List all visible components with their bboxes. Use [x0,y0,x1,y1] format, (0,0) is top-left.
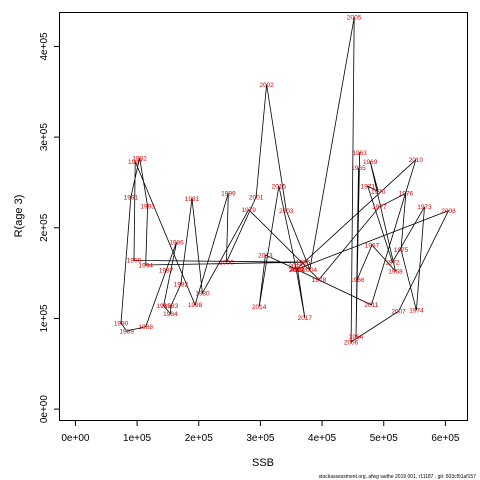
point-label-2004: 2004 [303,267,318,274]
point-label-1982: 1982 [174,281,189,288]
plot-frame [59,12,468,421]
point-label-2018: 2018 [290,266,305,273]
x-tick-label-3: 3e+05 [246,433,275,444]
point-label-1995: 1995 [296,260,311,267]
point-label-2012: 2012 [290,267,305,274]
point-label-1993: 1993 [140,203,155,210]
point-label-1984: 1984 [163,311,178,318]
point-label-1968: 1968 [388,269,403,276]
point-label-2003: 2003 [279,208,294,215]
y-tick-label-3: 3e+05 [39,123,50,152]
point-label-2010: 2010 [409,157,424,164]
point-label-1997: 1997 [128,159,143,166]
point-label-2000: 2000 [219,260,234,267]
x-tick-label-4: 4e+05 [308,433,337,444]
point-label-1983: 1983 [164,303,179,310]
point-label-1973: 1973 [417,204,432,211]
point-label-1969: 1969 [363,159,378,166]
y-tick-label-1: 1e+05 [39,304,50,333]
point-label-1994: 1994 [138,262,153,269]
x-axis: 0e+00 1e+05 2e+05 3e+05 4e+05 5e+05 6e+05 [61,420,460,444]
point-label-2016: 2016 [288,263,303,270]
point-label-2007: 2007 [391,309,406,316]
point-label-1987: 1987 [159,268,174,275]
recruitment-trajectory [120,17,450,343]
trajectory-line [120,17,450,343]
point-label-1966: 1966 [350,277,365,284]
point-label-1991: 1991 [124,194,139,201]
y-axis-title: R(age 3) [13,195,25,238]
point-label-1990: 1990 [114,320,129,327]
x-tick-label-1: 1e+05 [123,433,152,444]
point-label-1974: 1974 [409,308,424,315]
point-label-1976: 1976 [399,191,414,198]
point-label-1980: 1980 [195,290,210,297]
point-label-2006: 2006 [344,339,359,346]
point-label-2005: 2005 [347,15,362,22]
point-label-1999: 1999 [221,191,236,198]
point-label-1986: 1986 [169,240,184,247]
point-label-1998: 1998 [188,302,203,309]
y-tick-label-2: 2e+05 [39,213,50,242]
point-label-1992: 1992 [132,155,147,162]
y-axis: 0e+00 1e+05 2e+05 3e+05 4e+05 [39,32,60,423]
point-label-1978: 1978 [312,277,327,284]
point-label-2015: 2015 [272,183,287,190]
point-label-1989: 1989 [119,328,134,335]
x-tick-label-0: 0e+00 [61,433,90,444]
point-label-2001: 2001 [249,194,264,201]
point-label-2017: 2017 [298,315,313,322]
point-label-1965: 1965 [351,165,366,172]
point-label-1967: 1967 [365,242,380,249]
point-label-2014: 2014 [252,304,267,311]
x-axis-title: SSB [252,457,274,469]
point-label-1970: 1970 [371,189,386,196]
point-label-1977: 1977 [372,204,387,211]
point-label-1963: 1963 [352,150,367,157]
y-tick-label-4: 4e+05 [39,32,50,61]
y-tick-label-0: 0e+00 [39,395,50,424]
footer-credit: stockassessment.org, afwg saithe 2019 00… [319,474,477,480]
point-label-2009: 2009 [289,267,304,274]
point-label-2008: 2008 [441,208,456,215]
point-label-1971: 1971 [360,183,375,190]
point-label-1964: 1964 [349,334,364,341]
point-label-1988: 1988 [138,324,153,331]
point-label-1981: 1981 [185,196,200,203]
point-label-1972: 1972 [385,260,400,267]
point-label-2002: 2002 [259,82,274,89]
point-label-1979: 1979 [241,207,256,214]
point-label-1985: 1985 [156,303,171,310]
point-label-1975: 1975 [394,247,409,254]
x-tick-label-6: 6e+05 [431,433,460,444]
point-label-2011: 2011 [364,302,378,309]
point-label-1996: 1996 [127,258,142,265]
x-tick-label-5: 5e+05 [370,433,399,444]
x-tick-label-2: 2e+05 [185,433,214,444]
point-label-2013: 2013 [258,252,273,259]
